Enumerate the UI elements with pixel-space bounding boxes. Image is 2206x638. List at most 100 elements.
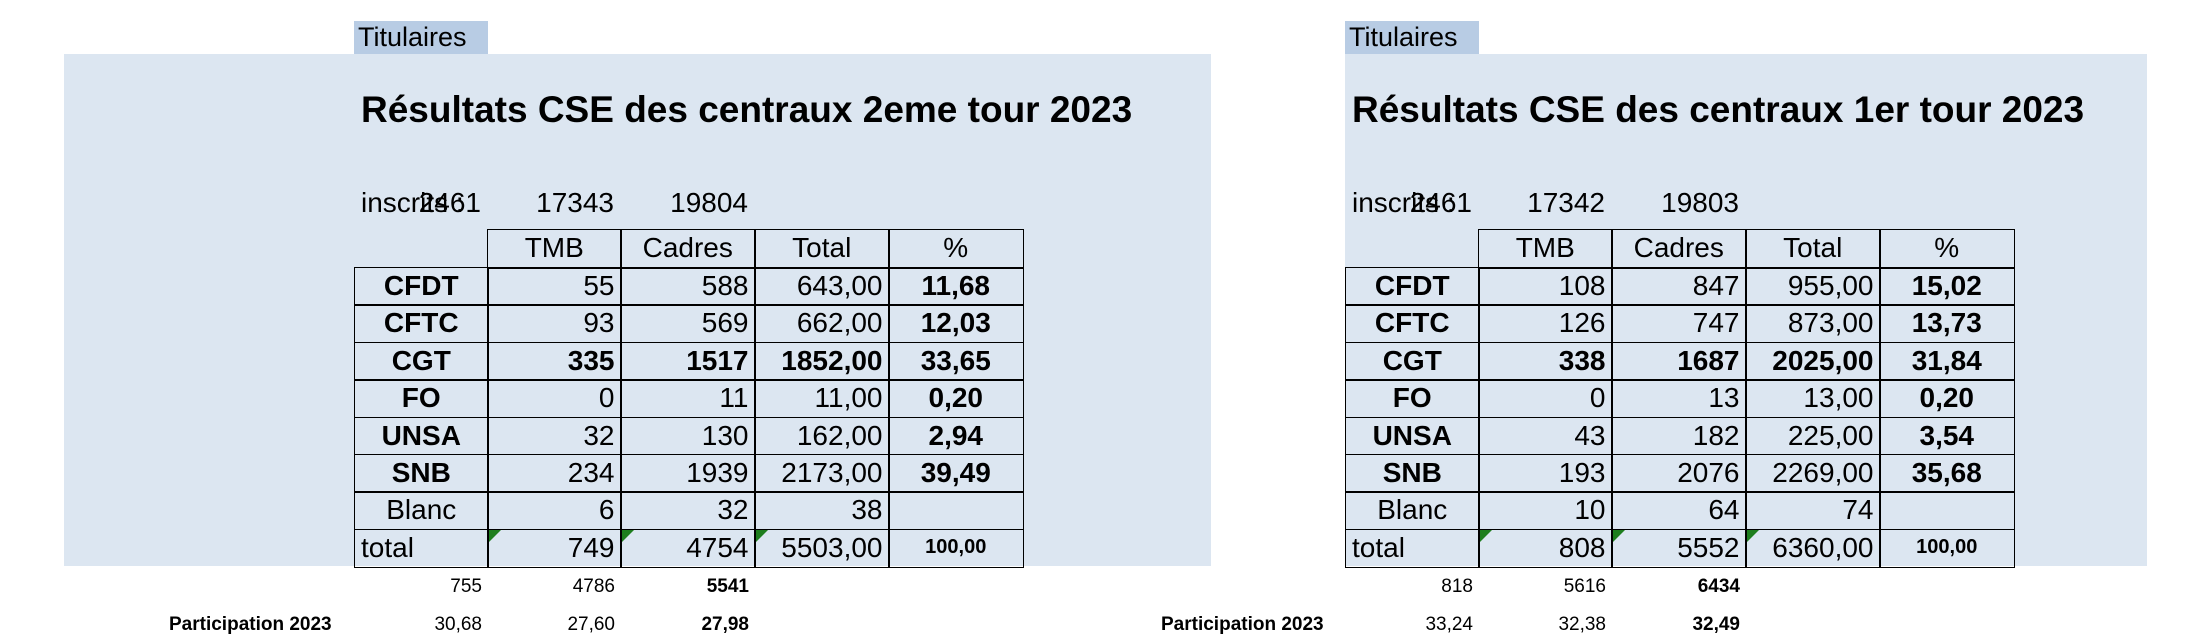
participation-value: 27,98 [701, 614, 749, 635]
value-cell: 2025,00 [1745, 341, 1881, 381]
value-cell: 13 [1611, 379, 1747, 419]
count-value: 5616 [1563, 576, 1606, 597]
value-cell: 11,00 [754, 379, 890, 419]
value-cell: 31,84 [1879, 341, 2015, 381]
participation-value: 30,68 [434, 614, 482, 635]
value-cell: 1852,00 [754, 341, 890, 381]
sheet-tag: Titulaires [354, 21, 488, 54]
panel-title: Résultats CSE des centraux 2eme tour 202… [361, 89, 1133, 130]
row-label: CFTC [1345, 304, 1480, 344]
value-cell: 6360,00 [1745, 528, 1881, 568]
participation-value: 32,49 [1692, 614, 1740, 635]
participation-label: Participation 2023 [169, 614, 332, 635]
inscrits-label: inscrits : [1352, 187, 1455, 218]
value-cell: 15,02 [1879, 267, 2015, 306]
value-cell: 2,94 [888, 416, 1024, 456]
value-cell: 2076 [1611, 454, 1747, 493]
row-label: Blanc [1345, 491, 1480, 531]
row-label: SNB [354, 454, 489, 493]
panel-title: Résultats CSE des centraux 1er tour 2023 [1352, 89, 2085, 130]
participation-value: 33,24 [1425, 614, 1473, 635]
row-label: UNSA [354, 416, 489, 456]
value-cell: 3,54 [1879, 416, 2015, 456]
value-cell: 749 [487, 528, 622, 568]
value-cell: 0 [1478, 379, 1613, 419]
value-cell: 1517 [620, 341, 756, 381]
value-cell: 33,65 [888, 341, 1024, 381]
value-cell: 225,00 [1745, 416, 1881, 456]
count-value: 818 [1441, 576, 1473, 597]
inscrits-value: 19803 [1661, 187, 1739, 218]
header-cell: % [888, 229, 1024, 269]
value-cell: 808 [1478, 528, 1613, 568]
value-cell: 234 [487, 454, 622, 493]
header-cell: Cadres [620, 229, 756, 269]
header-cell: Cadres [1611, 229, 1747, 269]
participation-label: Participation 2023 [1161, 614, 1324, 635]
value-cell: 100,00 [888, 528, 1024, 568]
value-cell: 13,00 [1745, 379, 1881, 419]
value-cell: 588 [620, 267, 756, 306]
value-cell: 35,68 [1879, 454, 2015, 493]
value-cell: 64 [1611, 491, 1747, 531]
value-cell: 955,00 [1745, 267, 1881, 306]
value-cell: 5552 [1611, 528, 1747, 568]
value-cell: 0,20 [1879, 379, 2015, 419]
row-label: CFTC [354, 304, 489, 344]
value-cell: 5503,00 [754, 528, 890, 568]
value-cell: 1939 [620, 454, 756, 493]
value-cell: 1687 [1611, 341, 1747, 381]
header-cell: % [1879, 229, 2015, 269]
value-cell: 162,00 [754, 416, 890, 456]
value-cell: 126 [1478, 304, 1613, 344]
value-cell: 74 [1745, 491, 1881, 531]
cell-marker [621, 530, 634, 543]
value-cell: 100,00 [1879, 528, 2015, 568]
value-cell: 93 [487, 304, 622, 344]
value-cell: 11,68 [888, 267, 1024, 306]
count-value: 4786 [572, 576, 615, 597]
value-cell: 2269,00 [1745, 454, 1881, 493]
value-cell: 662,00 [754, 304, 890, 344]
row-label: CFDT [354, 267, 489, 306]
value-cell: 338 [1478, 341, 1613, 381]
count-value: 6434 [1697, 576, 1740, 597]
value-cell: 0 [487, 379, 622, 419]
cell-marker [755, 530, 768, 543]
cell-marker [1746, 530, 1759, 543]
row-label: FO [1345, 379, 1480, 419]
value-cell: 11 [620, 379, 756, 419]
row-label: total [354, 528, 489, 568]
row-label: Blanc [354, 491, 489, 531]
value-cell: 6 [487, 491, 622, 531]
value-cell [888, 491, 1024, 531]
participation-value: 32,38 [1558, 614, 1606, 635]
value-cell: 55 [487, 267, 622, 306]
value-cell: 10 [1478, 491, 1613, 531]
inscrits-value: 2461 [418, 187, 481, 218]
value-cell: 130 [620, 416, 756, 456]
row-label: UNSA [1345, 416, 1480, 456]
value-cell: 569 [620, 304, 756, 344]
header-cell: Total [754, 229, 890, 269]
participation-value: 27,60 [567, 614, 615, 635]
value-cell: 32 [620, 491, 756, 531]
row-label: CGT [354, 341, 489, 381]
inscrits-value: 19804 [670, 187, 748, 218]
count-value: 5541 [706, 576, 749, 597]
header-cell: TMB [1478, 229, 1613, 269]
value-cell: 4754 [620, 528, 756, 568]
value-cell [1879, 491, 2015, 531]
inscrits-value: 17342 [1527, 187, 1605, 218]
row-label: SNB [1345, 454, 1480, 493]
count-value: 755 [450, 576, 482, 597]
inscrits-value: 2461 [1409, 187, 1472, 218]
value-cell: 2173,00 [754, 454, 890, 493]
value-cell: 12,03 [888, 304, 1024, 344]
cell-marker [488, 530, 501, 543]
value-cell: 38 [754, 491, 890, 531]
value-cell: 193 [1478, 454, 1613, 493]
value-cell: 0,20 [888, 379, 1024, 419]
header-cell: TMB [487, 229, 622, 269]
